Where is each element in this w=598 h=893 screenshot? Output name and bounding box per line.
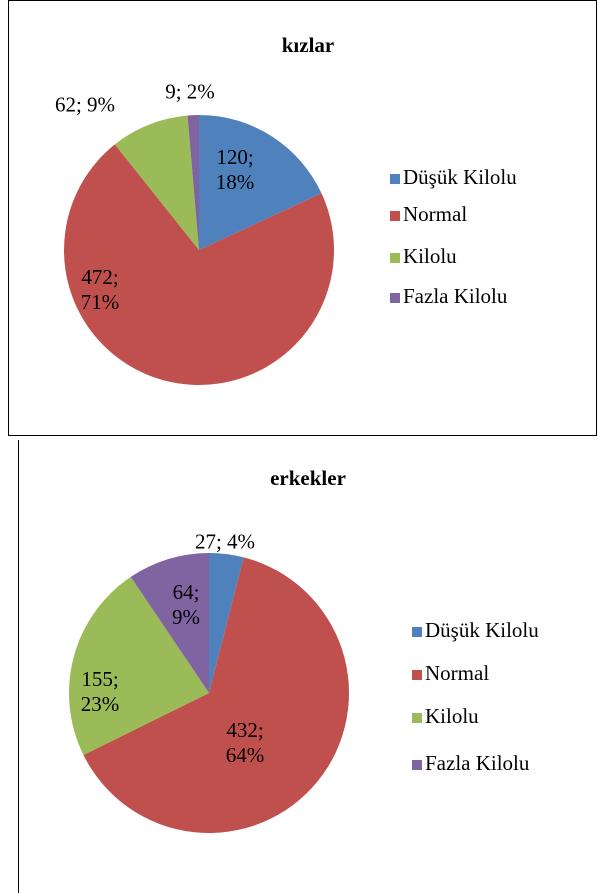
legend-label: Normal [425, 661, 489, 685]
pie-slice [83, 557, 350, 834]
legend-swatch [390, 174, 400, 184]
legend-label: Fazla Kilolu [425, 751, 530, 775]
data-label: 27; 4% [194, 529, 256, 554]
data-label: 155; 23% [80, 667, 120, 716]
legend-swatch [412, 670, 422, 680]
pie-slice [69, 576, 209, 755]
pie-slice [114, 115, 199, 250]
data-label: 472; 71% [80, 265, 120, 314]
legend-swatch [412, 627, 422, 637]
legend-swatch [390, 211, 400, 221]
legend-swatch [412, 713, 422, 723]
legend-label: Düşük Kilolu [403, 165, 517, 189]
data-label: 9; 2% [165, 79, 215, 104]
chart-frame [18, 440, 19, 893]
pie-slice [209, 553, 244, 693]
pie-slice [187, 115, 199, 250]
chart-title: erkekler [270, 466, 346, 490]
legend-swatch [390, 293, 400, 303]
data-label: 62; 9% [54, 92, 116, 117]
legend-swatch [412, 760, 422, 770]
data-label: 120; 18% [215, 145, 255, 194]
legend-label: Düşük Kilolu [425, 618, 539, 642]
chart-title: kızlar [282, 33, 335, 57]
data-label: 64; 9% [172, 580, 200, 629]
chart-frame [8, 0, 597, 436]
data-label: 432; 64% [225, 718, 265, 767]
legend-label: Normal [403, 202, 467, 226]
pie-slice [199, 115, 322, 250]
legend-label: Kilolu [403, 244, 457, 268]
pie-slice [130, 553, 209, 693]
pie-slice [63, 144, 334, 386]
legend-swatch [390, 253, 400, 263]
legend-label: Kilolu [425, 704, 479, 728]
legend-label: Fazla Kilolu [403, 284, 508, 308]
